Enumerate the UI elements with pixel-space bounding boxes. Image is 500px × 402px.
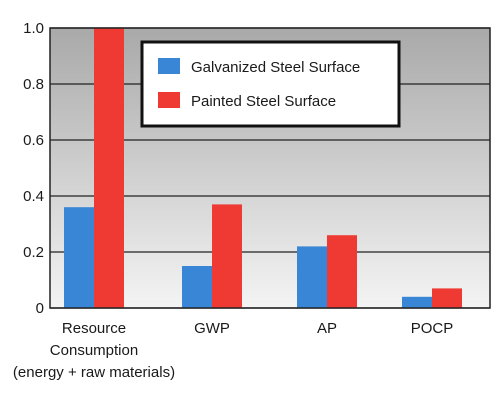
x-category-label: (energy + raw materials) [13,364,175,381]
y-tick-label: 0.6 [23,132,44,149]
y-tick-label: 0.8 [23,76,44,93]
y-tick-label: 0.4 [23,188,44,205]
x-category-label: Consumption [50,342,138,359]
bar-galvanized [297,246,327,308]
x-category-label: AP [317,320,337,337]
plot-frame [49,27,491,309]
legend: Galvanized Steel Surface Painted Steel Su… [140,40,401,128]
legend-swatch [158,58,180,74]
y-tick-label: 1.0 [23,20,44,37]
legend-entry: Painted Steel Surface [191,93,336,110]
y-tick-label: 0 [36,300,44,317]
bar-painted [212,204,242,308]
bar-painted [94,28,124,308]
y-axis-ticks: 0 0.2 0.4 0.6 0.8 1.0 [23,20,44,317]
x-category-label: POCP [411,320,454,337]
x-category-label: GWP [194,320,230,337]
bar-galvanized [64,207,94,308]
legend-swatch [158,92,180,108]
bar-painted [432,288,462,308]
legend-box [140,40,401,128]
bar-painted [327,235,357,308]
x-axis-categories: Resource Consumption (energy + raw materia… [13,320,453,381]
bar-galvanized [182,266,212,308]
bar-galvanized [402,296,432,308]
bars [64,28,462,308]
legend-entry: Galvanized Steel Surface [191,59,360,76]
x-category-label: Resource [62,320,126,337]
y-tick-label: 0.2 [23,244,44,261]
